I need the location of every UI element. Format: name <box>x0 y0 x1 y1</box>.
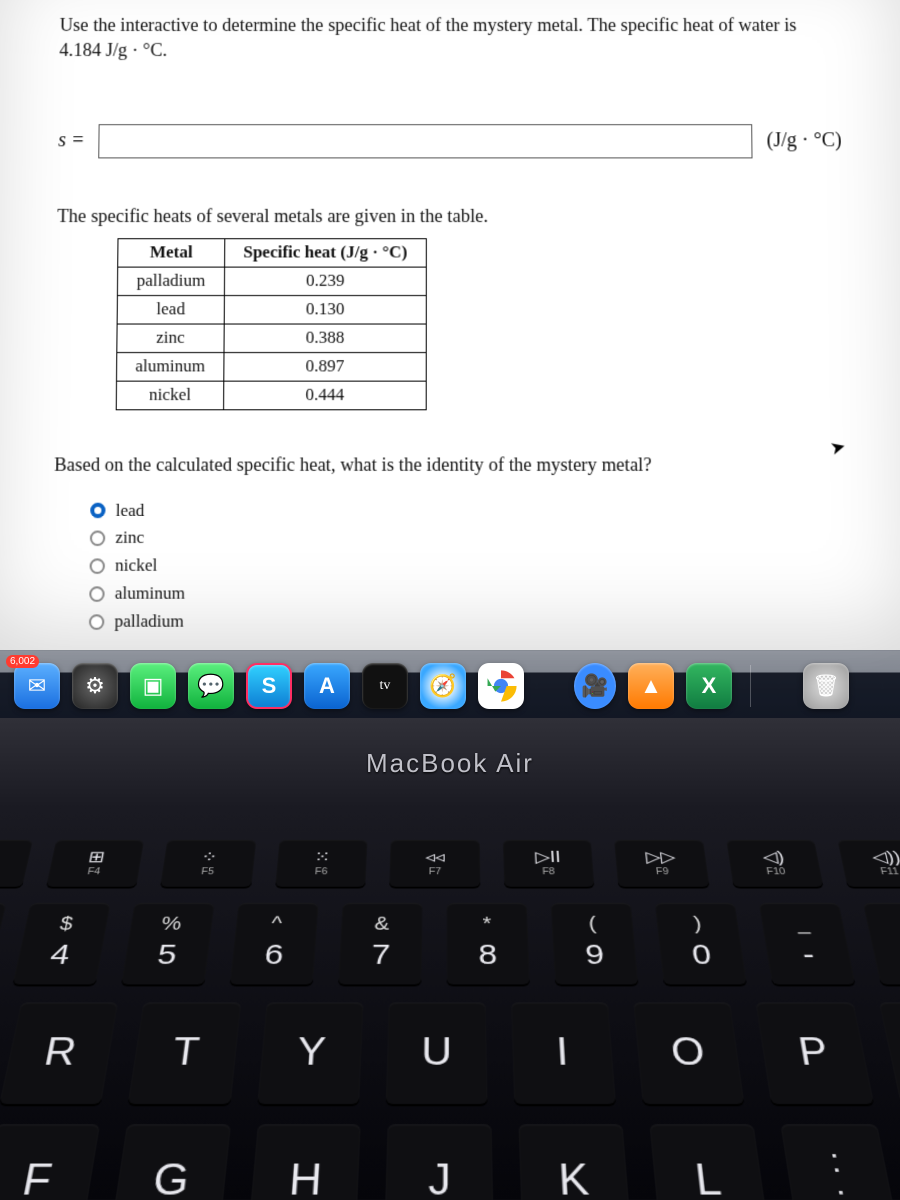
key-7[interactable]: &7 <box>338 903 423 985</box>
radio-label: lead <box>116 499 145 523</box>
radio-option-nickel[interactable]: nickel <box>89 555 847 579</box>
answer-unit: (J/g · °C) <box>767 128 842 155</box>
dock-settings-icon[interactable]: ⚙︎ <box>72 663 118 709</box>
key-f4[interactable]: ⊞F4 <box>46 840 145 887</box>
key-4[interactable]: $4 <box>12 903 110 985</box>
keyboard: ⇱̲F3 ⊞F4 ⁘F5 ⁙F6 ◃◃F7 ▷IIF8 ▷▷F9 ◁)F10 ◁… <box>0 808 900 1199</box>
key-bracket[interactable]: {[ <box>878 1002 900 1104</box>
table-caption: The specific heats of several metals are… <box>57 205 843 230</box>
dock-excel-icon[interactable]: X <box>686 663 732 709</box>
prompt-text: Use the interactive to determine the spe… <box>59 14 841 64</box>
key-9[interactable]: (9 <box>551 903 639 985</box>
answer-label: s = <box>58 128 85 155</box>
key-f11[interactable]: ◁))F11 <box>838 840 900 887</box>
table-row: zinc0.388 <box>117 324 426 352</box>
key-3[interactable]: #3 <box>0 903 6 985</box>
dock-trash-icon[interactable]: 🗑 <box>803 663 849 709</box>
table-row: aluminum0.897 <box>117 352 426 381</box>
radio-option-palladium[interactable]: palladium <box>89 610 848 634</box>
identity-question: Based on the calculated specific heat, w… <box>54 453 846 479</box>
radio-icon <box>90 531 105 546</box>
brand-text: MacBook Air <box>366 748 534 779</box>
answer-row: s = (J/g · °C) <box>58 124 842 158</box>
radio-icon <box>89 615 104 631</box>
key-l[interactable]: L <box>649 1124 769 1200</box>
table-row: palladium0.239 <box>117 267 425 295</box>
radio-icon <box>90 503 105 518</box>
header-metal: Metal <box>118 239 225 267</box>
key-f7[interactable]: ◃◃F7 <box>389 840 480 887</box>
key-o[interactable]: O <box>633 1002 744 1104</box>
mail-badge: 6,002 <box>6 655 39 668</box>
key-k[interactable]: K <box>519 1124 632 1200</box>
question-page: Use the interactive to determine the spe… <box>0 0 900 634</box>
dock-appstore-icon[interactable]: A <box>304 663 350 709</box>
table-row: lead0.130 <box>117 295 426 323</box>
dock-vlc-icon[interactable]: ▲ <box>628 663 674 709</box>
dock-tv-icon[interactable]: tv <box>362 663 408 709</box>
key-i[interactable]: I <box>511 1002 616 1104</box>
radio-group: lead zinc nickel aluminum palladium <box>89 499 848 634</box>
key-8[interactable]: *8 <box>447 903 530 985</box>
radio-label: nickel <box>115 555 158 579</box>
key-f6[interactable]: ⁙F6 <box>275 840 368 887</box>
radio-label: zinc <box>115 527 144 551</box>
key-j[interactable]: J <box>385 1124 494 1200</box>
key-y[interactable]: Y <box>257 1002 363 1104</box>
key-0[interactable]: )0 <box>655 903 747 985</box>
key-5[interactable]: %5 <box>121 903 215 985</box>
table-header-row: Metal Specific heat (J/g · °C) <box>118 239 426 267</box>
key-t[interactable]: T <box>128 1002 241 1104</box>
keyboard-a-row: D F G H J K L :; "' <box>0 1124 900 1200</box>
dock-shazam-icon[interactable]: S <box>246 663 292 709</box>
header-spec: Specific heat (J/g · °C) <box>225 239 426 267</box>
radio-icon <box>90 559 105 575</box>
dock-facetime-icon[interactable]: ▣ <box>130 663 176 709</box>
keyboard-num-row: #3 $4 %5 ^6 &7 *8 (9 )0 _- += <box>0 903 900 985</box>
dock-mail-icon[interactable]: ✉︎6,002 <box>14 663 60 709</box>
key-g[interactable]: G <box>109 1124 230 1200</box>
key-r[interactable]: R <box>0 1002 118 1104</box>
dock-zoom-icon[interactable]: 🎥 <box>574 663 616 709</box>
key-h[interactable]: H <box>247 1124 361 1200</box>
radio-option-zinc[interactable]: zinc <box>90 527 847 551</box>
radio-label: palladium <box>114 610 184 634</box>
key-p[interactable]: P <box>756 1002 874 1104</box>
radio-icon <box>89 587 104 603</box>
dock-messages-icon[interactable]: 💬 <box>188 663 234 709</box>
dock: ✉︎6,002 ⚙︎ ▣ 💬 S A tv 🧭 🎥 ▲ X 🗑 <box>0 650 900 720</box>
key-f[interactable]: F <box>0 1124 100 1200</box>
specific-heat-table: Metal Specific heat (J/g · °C) palladium… <box>116 238 427 410</box>
key-f8[interactable]: ▷IIF8 <box>503 840 595 887</box>
radio-option-aluminum[interactable]: aluminum <box>89 583 847 607</box>
dock-chrome-icon[interactable] <box>478 663 524 709</box>
key-f9[interactable]: ▷▷F9 <box>614 840 709 887</box>
key-semicolon[interactable]: :; <box>780 1124 900 1200</box>
key-minus[interactable]: _- <box>759 903 856 985</box>
keyboard-fn-row: ⇱̲F3 ⊞F4 ⁘F5 ⁙F6 ◃◃F7 ▷IIF8 ▷▷F9 ◁)F10 ◁… <box>0 840 900 887</box>
keyboard-q-row: E R T Y U I O P {[ <box>0 1002 900 1104</box>
radio-label: aluminum <box>115 583 185 607</box>
key-u[interactable]: U <box>385 1002 487 1104</box>
dock-safari-icon[interactable]: 🧭 <box>420 663 466 709</box>
radio-option-lead[interactable]: lead <box>90 499 846 523</box>
dock-divider <box>750 665 751 707</box>
key-f5[interactable]: ⁘F5 <box>160 840 256 887</box>
table-row: nickel0.444 <box>116 381 426 410</box>
key-6[interactable]: ^6 <box>230 903 319 985</box>
key-equals[interactable]: += <box>863 903 900 985</box>
specific-heat-input[interactable] <box>99 124 753 158</box>
key-f10[interactable]: ◁)F10 <box>726 840 824 887</box>
screen-area: Use the interactive to determine the spe… <box>0 0 900 672</box>
key-f3[interactable]: ⇱̲F3 <box>0 840 32 887</box>
laptop-brand: MacBook Air <box>0 718 900 808</box>
